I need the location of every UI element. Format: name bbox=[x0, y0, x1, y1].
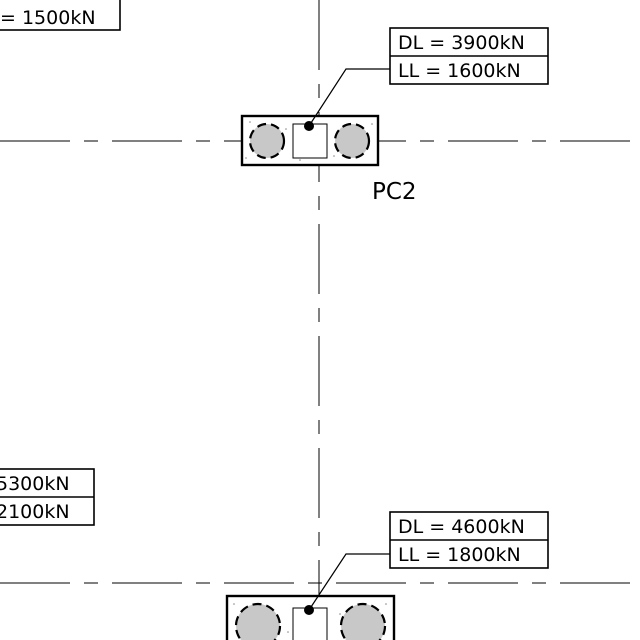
left-live-load-text: 2100kN bbox=[0, 501, 70, 523]
bottom-live-load-text: LL = 1800kN bbox=[398, 544, 521, 566]
pile-cap-bottom bbox=[225, 553, 396, 640]
load-box-pc2: DL = 3900kN LL = 1600kN bbox=[389, 27, 549, 85]
bottom-dead-load-text: DL = 4600kN bbox=[398, 516, 525, 538]
load-top-left-text: = 1500kN bbox=[0, 7, 96, 29]
pile-right bbox=[333, 122, 371, 160]
leader-line-bottom bbox=[308, 553, 390, 611]
pc2-dead-load-text: DL = 3900kN bbox=[398, 32, 525, 54]
leader-line bbox=[308, 68, 390, 127]
load-box-top-left: = 1500kN bbox=[0, 0, 121, 31]
pile-cap-pc2 bbox=[240, 68, 390, 167]
pile-left bbox=[248, 122, 286, 160]
pc2-live-load-text: LL = 1600kN bbox=[398, 60, 521, 82]
pile-bottom-right bbox=[339, 602, 387, 640]
pile-cap-tag-pc2: PC2 bbox=[372, 179, 417, 205]
load-box-left: 5300kN 2100kN bbox=[0, 468, 95, 526]
pile-bottom-left bbox=[234, 602, 282, 640]
left-dead-load-text: 5300kN bbox=[0, 473, 70, 495]
load-box-bottom: DL = 4600kN LL = 1800kN bbox=[389, 511, 549, 569]
